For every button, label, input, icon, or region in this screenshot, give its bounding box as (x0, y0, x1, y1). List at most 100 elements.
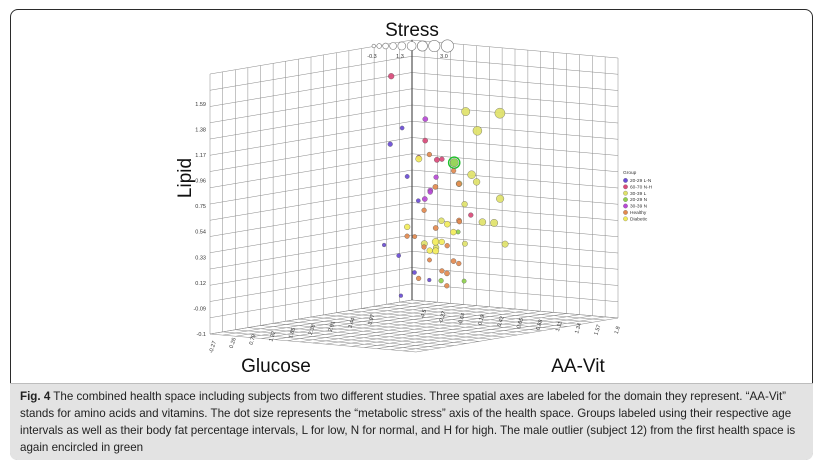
tick-labels: 1.59 1.38 1.17 0.96 0.75 0.54 0.33 0.12 -0.09 -0.… (193, 102, 621, 354)
lipid-axis-title: Lipid (175, 158, 196, 198)
glucose-tick-label: 3.44 (348, 317, 357, 329)
data-point (444, 221, 451, 228)
data-point (412, 234, 418, 239)
glucose-tick-label: 3.97 (367, 314, 376, 326)
data-point (451, 168, 457, 174)
lipid-tick-label: 0.75 (195, 204, 206, 210)
data-point (388, 73, 395, 80)
data-point (450, 228, 457, 236)
data-point (404, 233, 410, 239)
data-point (415, 155, 423, 163)
data-point (416, 275, 422, 281)
grid-line (411, 72, 619, 91)
grid-line (351, 312, 554, 347)
data-point (472, 126, 483, 136)
grid-line (260, 325, 467, 344)
data-point (438, 238, 445, 245)
grid-line (209, 137, 413, 172)
aa-vit-tick-label: 0.88 (535, 319, 544, 331)
data-point (494, 107, 506, 119)
data-point (439, 268, 445, 274)
aa-vit-tick-label: -0.27 (438, 311, 448, 325)
legend-label: 30-39 L (630, 191, 647, 197)
stress-size-circle (389, 42, 397, 50)
data-point (422, 137, 428, 144)
legend-label: 60-70 N-H (630, 184, 653, 190)
data-point (456, 181, 462, 187)
aa-vit-tick-label: -4.5 (420, 309, 429, 320)
grid-line (312, 308, 516, 344)
data-point (427, 277, 432, 283)
grid-line (377, 314, 580, 349)
health-space-3d-chart: 1.59 1.38 1.17 0.96 0.75 0.54 0.33 0.12 -0.09 -0.… (175, 20, 653, 377)
data-point (399, 125, 405, 131)
data-point (478, 218, 487, 226)
data-point (421, 207, 427, 213)
data-point (449, 158, 459, 168)
stress-size-circle (428, 39, 441, 52)
data-point (461, 107, 471, 116)
grid-line (411, 88, 619, 107)
lipid-tick-label: 0.96 (195, 179, 206, 185)
legend-title: Group (623, 170, 637, 176)
grid-line (390, 315, 593, 350)
legend-label: 20-29 N (630, 197, 648, 203)
data-point (404, 174, 410, 179)
data-point (501, 240, 509, 248)
aa-vit-axis-title: AA-Vit (551, 356, 605, 377)
grid-line (209, 121, 413, 156)
data-point (444, 243, 450, 249)
grid-line (298, 318, 505, 338)
data-point (422, 196, 428, 202)
data-point (456, 260, 462, 267)
data-point (433, 174, 439, 180)
aa-vit-tick-label: 0.19 (477, 314, 486, 326)
lipid-tick-label: 1.38 (195, 127, 206, 133)
data-point (432, 247, 440, 255)
data-point (462, 240, 468, 247)
grid-line (411, 137, 619, 156)
legend-swatch (623, 190, 628, 196)
grid-line (411, 153, 619, 172)
glucose-tick-label: -0.27 (208, 340, 218, 354)
stress-size-label: 1.3 (396, 54, 404, 60)
legend-label: Healthy (630, 210, 647, 216)
data-point (387, 141, 393, 147)
grid-line (209, 88, 413, 123)
glucose-tick-label: 2.38 (308, 324, 317, 336)
glucose-tick-label: 0.79 (249, 334, 258, 346)
legend-swatch (623, 203, 628, 209)
data-point (396, 253, 401, 258)
grid-line (411, 169, 619, 189)
aa-vit-tick-label: 1.57 (594, 324, 603, 336)
grid-line (411, 104, 619, 124)
glucose-tick-label: 0.26 (229, 337, 238, 349)
aa-vit-tick-label: 1.8 (614, 326, 622, 335)
lipid-tick-label: 0.12 (195, 281, 206, 287)
lipid-tick-label: -0.1 (197, 332, 206, 338)
data-point (431, 238, 440, 246)
data-point (422, 116, 429, 122)
aa-vit-tick-label: -0.04 (457, 312, 467, 326)
grid-line (209, 56, 413, 91)
legend-swatch (623, 184, 628, 190)
caption-label: Fig. 4 (20, 390, 51, 403)
data-point (426, 151, 432, 158)
grid-line (209, 333, 417, 353)
stress-size-circle (406, 41, 417, 51)
grid-line (338, 311, 541, 346)
grid-line (209, 153, 413, 188)
data-point (450, 258, 457, 264)
grid-line (235, 329, 442, 348)
aa-vit-tick-label: 0.65 (516, 317, 525, 329)
data-point (412, 270, 417, 275)
legend-swatch (623, 216, 628, 222)
data-point (467, 170, 476, 179)
legend-label: 30-39 N (630, 204, 648, 210)
data-point (461, 278, 467, 284)
stress-size-scale: -0.3 1.3 3.0 (367, 39, 454, 60)
legend-label: Diabetic (630, 216, 648, 222)
stress-size-circle (416, 40, 428, 52)
grid-line (411, 121, 619, 140)
legend-swatch (623, 178, 628, 183)
